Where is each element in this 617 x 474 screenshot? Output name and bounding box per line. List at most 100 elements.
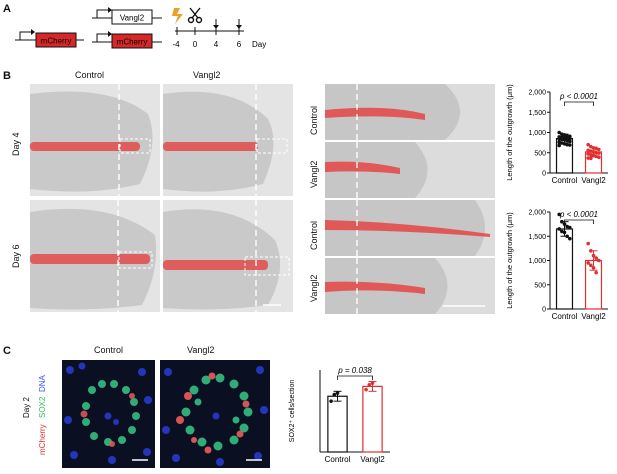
mcherry-box-right	[111, 33, 153, 49]
significance-bracket	[337, 375, 373, 380]
data-point	[557, 137, 561, 141]
row-label-day6: Day 6	[11, 244, 21, 268]
sox2-image-control	[62, 360, 155, 468]
data-point	[557, 130, 561, 135]
timeline-tick-label: -4	[172, 40, 180, 49]
timeline-tick-label: 0	[193, 40, 198, 49]
zoom-label-control-day4: Control	[309, 105, 319, 135]
panel-letter-b: B	[3, 70, 11, 82]
lightning-icon	[172, 8, 183, 24]
y-tick-label: 500	[534, 282, 546, 289]
data-point	[586, 156, 590, 160]
x-tick-label: Vangl2	[581, 176, 606, 185]
scissors-icon	[187, 7, 203, 24]
zoom-label-vangl2-day4: Vangl2	[309, 160, 319, 188]
data-point	[332, 392, 337, 397]
y-axis-label: SOX2⁺ cells/section	[289, 380, 296, 443]
promoter-arrowhead-lower-right	[108, 31, 112, 37]
promoter-arrowhead-lower-left	[31, 29, 35, 35]
data-point	[568, 136, 572, 141]
bar-control	[327, 395, 348, 453]
construct-diagram: Vangl2 mCherry mCherry -4 0 4 6 Day	[15, 7, 266, 49]
mcherry-box-left	[35, 32, 77, 48]
significance-bracket	[564, 101, 594, 106]
data-point	[560, 137, 564, 142]
data-point	[586, 142, 590, 147]
data-point	[568, 139, 572, 144]
zoom-image-vangl2-day4	[325, 142, 495, 198]
fin-image-control-day4	[30, 84, 160, 196]
data-point	[594, 150, 598, 155]
x-tick-label: Control	[325, 455, 351, 464]
data-point	[565, 142, 569, 147]
x-tick-label: Vangl2	[360, 455, 385, 464]
y-tick-label: 1,500	[528, 110, 546, 117]
y-tick-label: 0	[542, 171, 546, 178]
col-label-vangl2: Vangl2	[193, 70, 221, 80]
channel-label-mcherry: mCherry	[38, 424, 47, 455]
y-tick-label: 2,000	[528, 90, 546, 97]
channel-label-dna: DNA	[38, 375, 47, 392]
fin-image-vangl2-day6	[163, 200, 293, 312]
data-point	[589, 156, 593, 161]
bar-vangl2	[362, 385, 383, 453]
data-point	[557, 143, 561, 148]
p-value-annotation: p = 0.038	[337, 366, 372, 375]
vangl2-construct-label: Vangl2	[120, 14, 145, 23]
data-point	[597, 155, 601, 160]
data-point	[364, 387, 368, 392]
bar-control	[555, 228, 574, 310]
data-point	[557, 227, 561, 231]
row-label-day4: Day 4	[11, 132, 21, 156]
mcherry-label-right: mCherry	[117, 38, 148, 47]
x-tick-label: Control	[552, 176, 578, 185]
data-point	[568, 225, 572, 230]
zoom-label-control-day6: Control	[309, 220, 319, 250]
data-point	[586, 241, 590, 246]
chart-day4-outgrowth: Length of the outgrowth (μm) 0 500 1,000 1,5…	[505, 84, 608, 185]
timeline-unit: Day	[252, 40, 266, 49]
data-point	[367, 382, 372, 387]
fin-image-vangl2-day4	[163, 84, 293, 196]
y-axis-label: Length of the outgrowth (μm)	[505, 84, 514, 181]
row-label-c-day2: Day 2	[22, 397, 31, 418]
y-tick-label: 1,500	[528, 234, 546, 241]
data-point	[597, 151, 601, 155]
chart-day6-outgrowth: Length of the outgrowth (μm) 0 500 1,000 1,5…	[505, 210, 608, 321]
zoom-image-control-day6	[325, 200, 495, 256]
fin-image-control-day6	[30, 200, 160, 312]
y-tick-label: 1,000	[528, 258, 546, 265]
x-tick-label: Vangl2	[581, 312, 606, 321]
promoter-arrow-lower-left	[19, 31, 31, 40]
p-value-annotation: p < 0.0001	[559, 210, 598, 219]
data-point	[589, 263, 593, 268]
y-tick-label: 500	[534, 150, 546, 157]
promoter-arrow-upper	[96, 9, 108, 18]
y-tick-label: 0	[542, 307, 546, 314]
data-point	[597, 147, 601, 152]
channel-label-sox2: SOX2	[38, 396, 47, 418]
mcherry-label-left: mCherry	[41, 37, 72, 46]
data-point	[329, 399, 333, 403]
panel-letter-a: A	[3, 3, 11, 15]
promoter-arrow-lower-right	[96, 33, 108, 42]
x-tick-label: Control	[552, 312, 578, 321]
y-axis-label: Length of the outgrowth (μm)	[505, 212, 514, 309]
sox2-image-vangl2	[160, 360, 270, 468]
significance-bracket	[564, 219, 594, 224]
col-label-control: Control	[75, 70, 105, 80]
chart-sox2-cells: SOX2⁺ cells/section Control Vangl2 p = 0.03…	[289, 366, 390, 464]
panel-letter-c: C	[3, 345, 11, 357]
data-point	[557, 212, 561, 217]
vangl2-box	[111, 9, 153, 25]
data-point	[586, 261, 590, 265]
data-point	[597, 258, 601, 263]
data-point	[594, 270, 598, 275]
zoom-label-vangl2-day6: Vangl2	[309, 274, 319, 302]
y-tick-label: 1,000	[528, 130, 546, 137]
timeline-tick-label: 4	[214, 40, 219, 49]
zoom-image-control-day4	[325, 84, 495, 140]
data-point	[594, 256, 598, 260]
data-point	[568, 236, 572, 241]
timeline-tick-label: 6	[237, 40, 242, 49]
